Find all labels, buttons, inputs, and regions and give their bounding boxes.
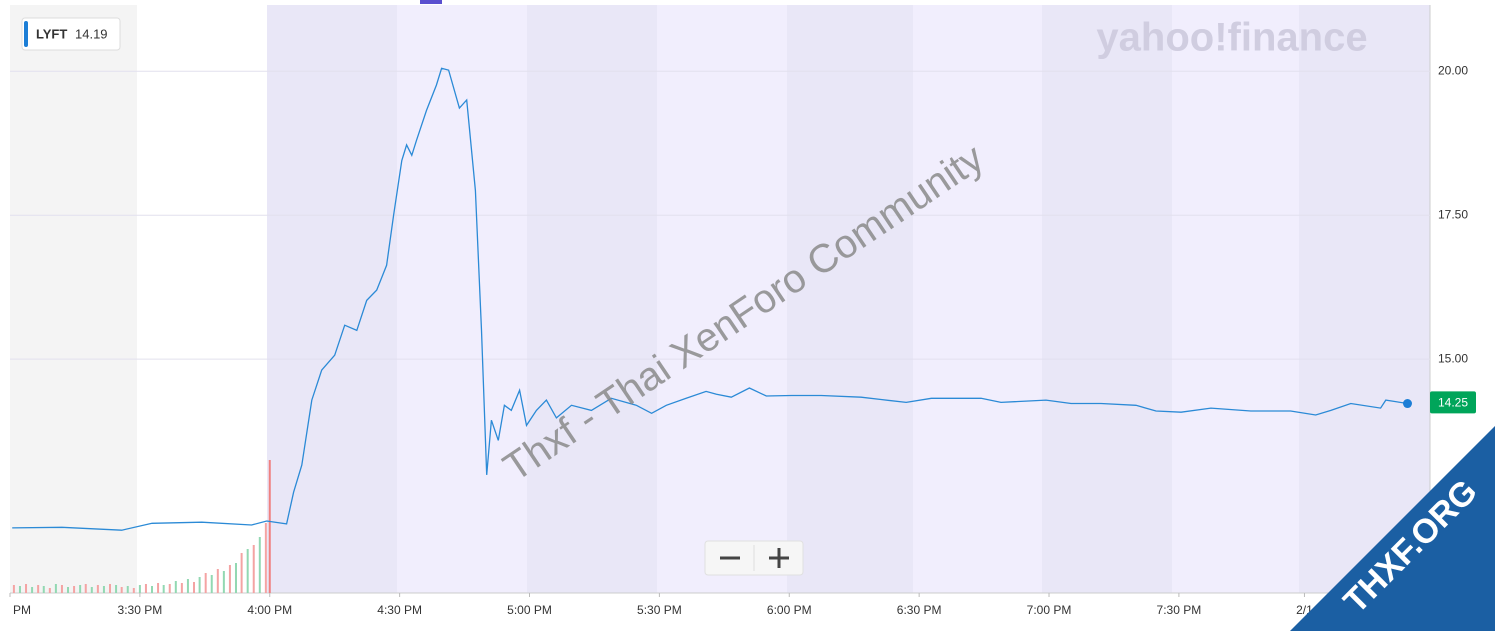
volume-bar xyxy=(60,585,63,593)
volume-bar xyxy=(73,586,76,593)
volume-bar xyxy=(258,537,261,593)
legend-name: LYFT xyxy=(36,26,67,41)
x-tick-label: 6:30 PM xyxy=(897,603,942,617)
badge-bg xyxy=(1290,426,1495,631)
legend-box xyxy=(21,17,121,51)
price-badge-label: 14.25 xyxy=(1438,396,1468,410)
x-tick-label: 6:00 PM xyxy=(767,603,812,617)
volume-bar xyxy=(162,585,165,593)
band xyxy=(527,5,657,593)
volume-bar xyxy=(268,460,271,593)
x-tick-label: 4:00 PM xyxy=(247,603,292,617)
volume-bar xyxy=(25,584,28,593)
volume-bar xyxy=(168,584,171,593)
volume-bar xyxy=(115,585,118,593)
band xyxy=(1172,5,1299,593)
band xyxy=(787,5,913,593)
volume-bar xyxy=(157,583,160,593)
volume-bar xyxy=(246,549,249,593)
range-marker xyxy=(420,0,442,4)
volume-bar xyxy=(79,585,82,593)
x-tick-label: 7:00 PM xyxy=(1027,603,1072,617)
zoom-controls xyxy=(704,540,804,576)
volume-bar xyxy=(234,563,237,593)
volume-bar xyxy=(84,584,87,593)
volume-bar xyxy=(96,585,99,593)
plot xyxy=(10,67,1430,593)
volume-bar xyxy=(192,582,195,593)
volume-bar xyxy=(138,585,141,593)
volume-bar xyxy=(67,587,70,593)
y-tick-label: 17.50 xyxy=(1438,207,1468,221)
x-tick-label: 4:30 PM xyxy=(377,603,422,617)
band xyxy=(1299,5,1430,593)
price-badge xyxy=(1430,391,1476,414)
volume-bar xyxy=(144,584,147,593)
y-tick-label: 20.00 xyxy=(1438,63,1468,77)
volume-bar xyxy=(54,584,57,593)
volume-bar xyxy=(31,587,34,593)
volume-bar xyxy=(186,579,189,593)
volume-bar xyxy=(252,545,255,593)
pre-band xyxy=(10,5,137,593)
x-tick-label: PM xyxy=(13,603,31,617)
volume-bar xyxy=(109,584,112,593)
volume-bar xyxy=(264,523,267,593)
volume-bar xyxy=(42,586,45,593)
volume-bar xyxy=(132,588,135,593)
volume-bar xyxy=(210,575,213,593)
x-tick-label: 7:30 PM xyxy=(1157,603,1202,617)
price-line xyxy=(12,67,1408,531)
volume-bar xyxy=(12,585,15,593)
volume-bar xyxy=(216,569,219,593)
volume-bar xyxy=(204,573,207,593)
background-bands xyxy=(10,5,1430,593)
volume-bar xyxy=(37,585,40,593)
x-tick-label: 3:30 PM xyxy=(118,603,163,617)
volume-bar xyxy=(151,586,153,593)
market-band xyxy=(137,5,267,593)
volume-bar xyxy=(198,577,201,593)
legend: LYFT 14.19 xyxy=(21,17,121,51)
band xyxy=(913,5,1042,593)
volume-bar xyxy=(180,583,183,593)
volume-bar xyxy=(102,586,105,593)
band xyxy=(267,5,397,593)
volume-bar xyxy=(90,587,93,593)
legend-swatch xyxy=(24,21,28,47)
y-tick-label: 15.00 xyxy=(1438,351,1468,365)
band xyxy=(397,5,527,593)
volume-bar xyxy=(240,553,243,593)
volume-bar xyxy=(120,587,123,593)
volume-bar xyxy=(174,581,177,593)
volume-bar xyxy=(48,588,51,593)
volume-bar xyxy=(228,565,231,593)
volume-bar xyxy=(222,571,225,593)
band xyxy=(657,5,787,593)
last-point xyxy=(1402,399,1412,409)
x-tick-label: 5:30 PM xyxy=(637,603,682,617)
zoom-in[interactable] xyxy=(769,548,789,568)
legend-value: 14.19 xyxy=(75,26,108,41)
x-tick-label: 5:00 PM xyxy=(507,603,552,617)
volume-bar xyxy=(18,586,21,593)
volume-bar xyxy=(126,586,129,593)
logo: yahoo!finance xyxy=(1096,16,1367,60)
band xyxy=(1042,5,1172,593)
